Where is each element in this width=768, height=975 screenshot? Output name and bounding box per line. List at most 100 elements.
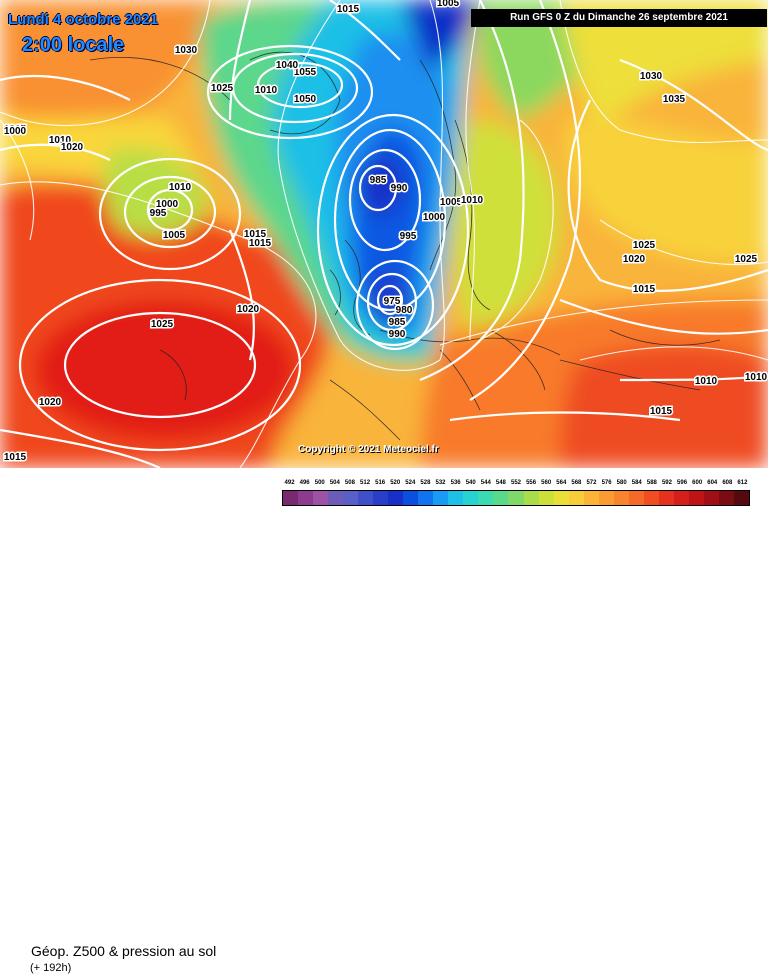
isobar-label: 1005 bbox=[163, 230, 186, 241]
coastlines bbox=[89, 51, 721, 441]
run-info: Run GFS 0 Z du Dimanche 26 septembre 202… bbox=[471, 9, 767, 27]
scale-swatch bbox=[463, 491, 479, 505]
isobar-1055 bbox=[256, 61, 344, 109]
isobar-label: 1015 bbox=[4, 452, 27, 463]
scale-swatch bbox=[283, 491, 299, 505]
isobar-label: 1010 bbox=[695, 376, 718, 387]
scale-label: 608 bbox=[722, 480, 733, 486]
isobar-label: 1020 bbox=[39, 397, 62, 408]
isobar-label: 985 bbox=[389, 317, 406, 328]
isobar-label: 1000 bbox=[4, 126, 27, 137]
isobar-label: 1000 bbox=[423, 212, 446, 223]
scale-label: 580 bbox=[616, 480, 627, 486]
lead-time: (+ 192h) bbox=[30, 962, 72, 974]
isobar-label: 1015 bbox=[633, 284, 656, 295]
scale-swatch bbox=[658, 491, 674, 505]
isobar-high-1025 bbox=[63, 311, 257, 419]
scale-label: 540 bbox=[465, 480, 476, 486]
forecast-time: 2:00 locale bbox=[22, 34, 125, 56]
scale-label: 512 bbox=[360, 480, 371, 486]
isobar-label: 1040 bbox=[276, 60, 299, 71]
scale-swatch bbox=[688, 491, 704, 505]
scale-label: 532 bbox=[435, 480, 446, 486]
isobar-label: 1020 bbox=[61, 142, 84, 153]
scale-swatch bbox=[343, 491, 359, 505]
color-scale-bar bbox=[282, 490, 750, 506]
scale-swatch bbox=[508, 491, 524, 505]
isobar-label: 1025 bbox=[211, 83, 234, 94]
scale-swatch bbox=[733, 491, 749, 505]
isobar-label: 1015 bbox=[244, 229, 267, 240]
scale-label: 612 bbox=[737, 480, 748, 486]
isobar-label: 1055 bbox=[294, 67, 317, 78]
isobar-label: 1015 bbox=[4, 124, 27, 135]
copyright: Copyright © 2021 Meteociel.fr bbox=[298, 444, 439, 455]
scale-label: 572 bbox=[586, 480, 597, 486]
isobar-label: 1000 bbox=[156, 199, 179, 210]
isobar-label: 995 bbox=[400, 231, 417, 242]
scale-label: 556 bbox=[526, 480, 537, 486]
scale-label: 576 bbox=[601, 480, 612, 486]
scale-label: 516 bbox=[375, 480, 386, 486]
isobar-label: 1005 bbox=[440, 197, 463, 208]
isobar-label: 1010 bbox=[169, 182, 192, 193]
scale-swatch bbox=[328, 491, 344, 505]
isobar-label: 1015 bbox=[249, 238, 272, 249]
scale-swatch bbox=[553, 491, 569, 505]
isobar-label: 1025 bbox=[735, 254, 758, 265]
isobar-label: 1010 bbox=[745, 372, 768, 383]
scale-label: 588 bbox=[646, 480, 657, 486]
isobar-label: 1010 bbox=[255, 85, 278, 96]
isobar-label: 1010 bbox=[49, 135, 72, 146]
contour-lines bbox=[0, 0, 768, 468]
scale-swatch bbox=[433, 491, 449, 505]
scale-swatch bbox=[523, 491, 539, 505]
scale-label: 552 bbox=[510, 480, 522, 486]
scale-swatch bbox=[718, 491, 734, 505]
scale-label: 568 bbox=[571, 480, 582, 486]
scale-swatch bbox=[403, 491, 419, 505]
scale-swatch bbox=[643, 491, 659, 505]
scale-label: 600 bbox=[692, 480, 703, 486]
isobar-labels: 1015 1005 1030 1025 1055 1050 1010 1015 1040 1000… bbox=[2, 0, 768, 465]
scale-label: 496 bbox=[299, 480, 310, 486]
scale-label: 528 bbox=[420, 480, 431, 486]
scale-swatch bbox=[448, 491, 464, 505]
isobar-label: 1030 bbox=[640, 71, 663, 82]
scale-swatch bbox=[493, 491, 509, 505]
scale-label: 592 bbox=[661, 480, 672, 486]
isobar-label: 1020 bbox=[623, 254, 646, 265]
scale-label: 560 bbox=[541, 480, 552, 486]
scale-swatch bbox=[568, 491, 584, 505]
isobar-label: 1005 bbox=[437, 0, 460, 9]
scale-swatch bbox=[313, 491, 329, 505]
isobar-label: 990 bbox=[389, 329, 406, 340]
isobar-lines bbox=[0, 0, 768, 468]
scale-swatch bbox=[613, 491, 629, 505]
product-title: Géop. Z500 & pression au sol bbox=[31, 943, 217, 959]
scale-labels: 492 496 500 504 508 512 516 520 524 528 532 536 540 5… bbox=[282, 479, 750, 489]
isobar-label: 975 bbox=[384, 296, 401, 307]
isobar-label: 995 bbox=[150, 208, 167, 219]
scale-swatch bbox=[583, 491, 599, 505]
isobar-label: 1010 bbox=[461, 195, 484, 206]
scale-label: 508 bbox=[344, 480, 355, 486]
scale-label: 604 bbox=[707, 480, 718, 486]
scale-label: 520 bbox=[390, 480, 401, 486]
scale-swatch bbox=[673, 491, 689, 505]
scale-label: 548 bbox=[495, 480, 506, 486]
scale-swatch bbox=[703, 491, 719, 505]
isobar-label: 1025 bbox=[151, 319, 174, 330]
scale-label: 564 bbox=[556, 480, 567, 486]
scale-swatch bbox=[358, 491, 374, 505]
isobar-label: 990 bbox=[391, 183, 408, 194]
isobar-label: 1030 bbox=[175, 45, 198, 56]
scale-swatch bbox=[418, 491, 434, 505]
scale-swatch bbox=[628, 491, 644, 505]
scale-swatch bbox=[598, 491, 614, 505]
scale-swatch bbox=[478, 491, 494, 505]
scale-label: 504 bbox=[329, 480, 340, 486]
isobar-label: 980 bbox=[396, 305, 413, 316]
scale-swatch bbox=[538, 491, 554, 505]
